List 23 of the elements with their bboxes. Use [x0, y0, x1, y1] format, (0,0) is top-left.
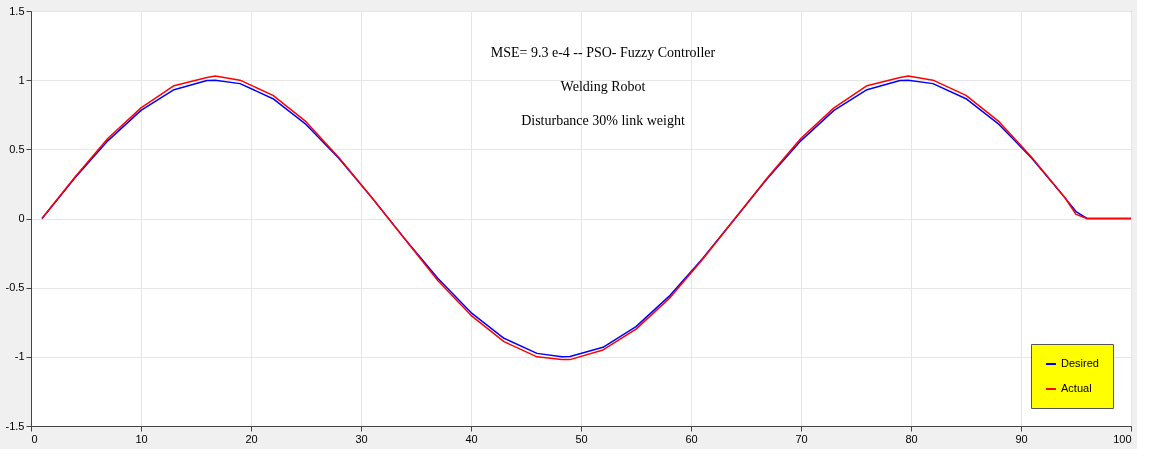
y-tick-label: 1.5 — [9, 4, 25, 17]
x-tick-label: 10 — [135, 432, 148, 445]
x-tick-label: 50 — [575, 432, 588, 445]
y-tick-label: 0 — [18, 212, 25, 224]
y-tick-label: -1 — [14, 350, 25, 363]
x-tick-label: 60 — [685, 432, 698, 445]
x-tick-label: 100 — [1113, 432, 1132, 445]
x-tick-label: 0 — [31, 432, 38, 445]
x-tick-label: 40 — [465, 432, 478, 445]
annotation: MSE= 9.3 e-4 -- PSO- Fuzzy Controller — [490, 45, 716, 60]
x-tick-label: 30 — [355, 432, 368, 445]
legend-label: Actual — [1061, 382, 1092, 394]
x-tick-label: 70 — [795, 432, 808, 445]
x-tick-label: 80 — [905, 432, 918, 445]
legend-label: Desired — [1061, 357, 1099, 369]
annotation: Disturbance 30% link weight — [521, 113, 685, 128]
annotation: Welding Robot — [560, 79, 646, 94]
y-tick-label: 0.5 — [9, 142, 25, 155]
y-tick-label: -1.5 — [5, 419, 25, 432]
x-tick-label: 90 — [1015, 432, 1028, 445]
y-tick-label: -0.5 — [5, 281, 25, 294]
y-tick-label: 1 — [18, 73, 25, 86]
x-tick-label: 20 — [245, 432, 258, 445]
